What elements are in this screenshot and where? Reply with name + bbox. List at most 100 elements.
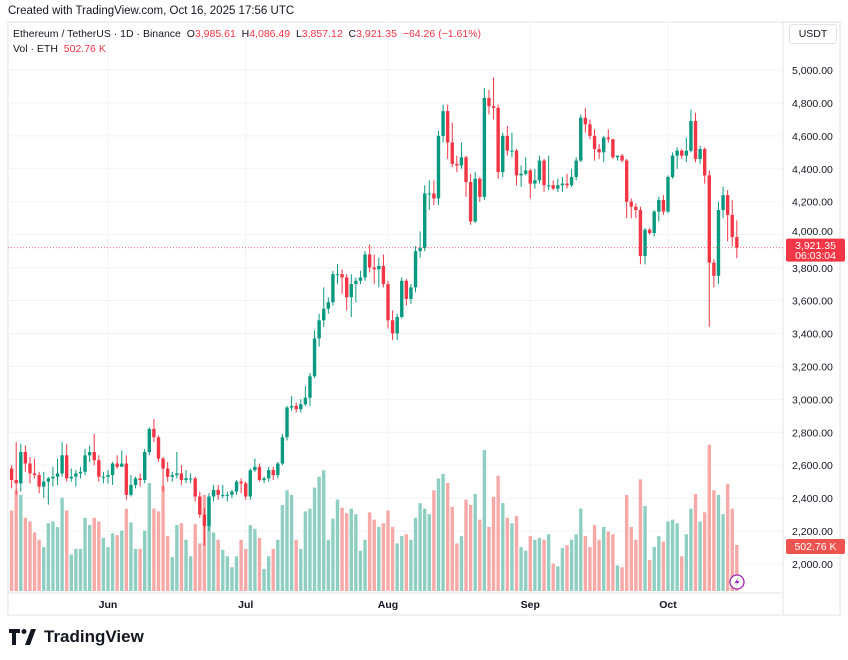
candle-body: [735, 237, 739, 248]
candle-body: [482, 97, 487, 197]
candle: [120, 450, 124, 467]
candle: [184, 470, 188, 484]
lightning-icon[interactable]: [729, 574, 745, 590]
price-tick-label: 2,200.00: [792, 526, 833, 538]
volume-bar: [115, 535, 119, 591]
bar-countdown: 06:03:04: [795, 250, 836, 262]
candle: [409, 284, 413, 304]
volume-bar: [716, 494, 721, 591]
candle-body: [221, 494, 225, 496]
volume-bar: [707, 444, 711, 591]
candle: [42, 471, 46, 499]
candle-body: [551, 185, 555, 189]
volume-row: Vol · ETH 502.76 K: [13, 42, 481, 57]
candle-body: [505, 135, 510, 151]
volume-bar: [441, 473, 445, 591]
candle-body: [358, 277, 363, 281]
candle: [501, 132, 505, 178]
candle-body: [533, 180, 537, 184]
volume-bar: [147, 483, 152, 591]
volume-bar: [386, 510, 390, 591]
candle-body: [386, 284, 390, 321]
volume-bar: [69, 554, 73, 591]
symbol-title[interactable]: Ethereum / TetherUS · 1D · Binance: [13, 28, 181, 40]
candle-body: [409, 287, 413, 299]
candle: [436, 130, 441, 206]
candle-body: [331, 274, 335, 303]
candle: [459, 142, 464, 169]
volume-bar: [46, 523, 51, 591]
candle-body: [450, 142, 454, 164]
volume-bar: [464, 499, 468, 591]
volume-bar: [207, 497, 211, 591]
candle: [721, 186, 725, 219]
volume-bar: [331, 518, 335, 591]
candle: [404, 279, 409, 306]
price-tick-label: 3,200.00: [792, 361, 833, 373]
candle: [101, 471, 106, 484]
volume-bar: [629, 526, 633, 591]
candle-body: [326, 302, 331, 309]
volume-bar: [400, 536, 404, 591]
candle: [505, 125, 510, 156]
candle: [97, 455, 101, 482]
candle: [670, 152, 675, 179]
candle-body: [28, 463, 32, 474]
volume-bar: [308, 508, 312, 591]
candle-body: [445, 111, 450, 143]
candle-body: [496, 107, 500, 173]
candle: [354, 277, 358, 303]
candle: [106, 470, 110, 484]
candle: [138, 473, 142, 487]
open-label: O: [186, 28, 195, 40]
currency-button[interactable]: USDT: [789, 24, 837, 44]
volume-label[interactable]: Vol · ETH: [13, 43, 58, 55]
volume-bar: [597, 539, 601, 591]
candle: [129, 475, 133, 497]
created-caption: Created with TradingView.com, Oct 16, 20…: [8, 5, 295, 17]
candle: [161, 456, 165, 492]
candle-body: [335, 274, 340, 276]
volume-bar: [19, 494, 23, 591]
volume-bar: [675, 523, 679, 591]
candle-body: [193, 478, 197, 497]
candle-body: [698, 149, 702, 159]
candle: [689, 109, 693, 153]
candle: [629, 198, 633, 219]
month-tick-label: Oct: [659, 599, 677, 611]
candle: [583, 107, 588, 133]
volume-bar: [556, 566, 560, 591]
volume-bar: [703, 512, 707, 591]
candle-body: [588, 124, 592, 136]
candle: [546, 155, 551, 191]
candle-body: [303, 397, 308, 405]
volume-bar: [129, 522, 133, 591]
candle: [615, 155, 620, 161]
candle-body: [239, 481, 243, 484]
volume-bar: [592, 525, 597, 591]
candle: [37, 471, 41, 494]
candle: [647, 228, 652, 235]
candle: [239, 478, 243, 494]
candle-body: [602, 137, 606, 153]
lightning-icon-glyph: [734, 577, 740, 587]
candle: [565, 173, 569, 189]
candle-body: [234, 481, 239, 492]
price-tick-label: 3,000.00: [792, 394, 833, 406]
candle: [216, 484, 220, 500]
candle: [152, 419, 156, 443]
candle: [179, 465, 184, 485]
candle-body: [432, 193, 436, 199]
candle: [83, 448, 87, 476]
volume-bar: [551, 563, 555, 591]
candle-body: [69, 476, 73, 479]
candle-body: [629, 201, 633, 207]
volume-bar: [358, 550, 363, 591]
candle-body: [87, 452, 92, 456]
candle: [372, 254, 376, 285]
candle: [69, 468, 73, 482]
candle-body: [455, 163, 459, 166]
volume-bar: [83, 517, 87, 591]
candle-body: [716, 209, 721, 276]
